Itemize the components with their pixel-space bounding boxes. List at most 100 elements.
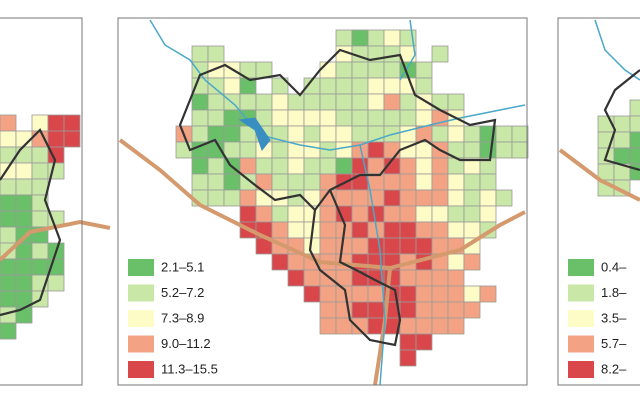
grid-cell (287, 205, 305, 223)
panel-frame (557, 17, 640, 386)
grid-cell (399, 157, 417, 175)
panel-frame (0, 17, 83, 386)
grid-cell (319, 317, 337, 335)
legend-label: 7.3–8.9 (161, 310, 204, 325)
grid-cell (351, 285, 369, 303)
grid-cell (367, 109, 385, 127)
grid-cell (63, 114, 81, 132)
grid-cell (0, 290, 17, 308)
grid-cell (383, 61, 401, 79)
grid-cell (303, 109, 321, 127)
legend-swatch (128, 310, 154, 327)
grid-cell (399, 317, 417, 335)
grid-cell (351, 109, 369, 127)
grid-cell (207, 109, 225, 127)
grid-cell (399, 301, 417, 319)
grid-cell (431, 269, 449, 287)
grid-cell (207, 189, 225, 207)
grid-cell (431, 237, 449, 255)
legend-swatch (128, 335, 154, 353)
grid-cell (191, 109, 209, 127)
grid-cell (415, 141, 433, 159)
grid-cell (207, 77, 225, 95)
grid-cell (303, 285, 321, 303)
grid-cell (223, 109, 241, 127)
grid-cell (207, 173, 225, 191)
grid-cell (31, 242, 49, 260)
grid-cell (271, 109, 289, 127)
grid-cell (431, 173, 449, 191)
grid-cell (223, 141, 241, 159)
grid-cell (271, 253, 289, 271)
grid-cell (223, 189, 241, 207)
grid-cell (0, 322, 17, 340)
grid-cell (271, 93, 289, 111)
grid-cell (463, 253, 481, 271)
grid-cell (351, 221, 369, 239)
grid-cell (15, 178, 33, 196)
river (149, 19, 526, 151)
grid-cell (431, 205, 449, 223)
district-boundary (178, 48, 497, 212)
grid-cell (447, 253, 465, 271)
grid-cell (415, 317, 433, 335)
grid-cell (287, 221, 305, 239)
grid-cell (303, 141, 321, 159)
grid-cell (319, 301, 337, 319)
grid-cell (303, 269, 321, 287)
grid-cell (447, 189, 465, 207)
grid-cell (207, 45, 225, 63)
grid-cell (463, 189, 481, 207)
road (118, 138, 526, 271)
grid-cell (31, 178, 49, 196)
grid-cell (31, 258, 49, 276)
legend-label: 1.8– (601, 285, 627, 300)
grid-cell (47, 130, 65, 148)
grid-cell (431, 45, 449, 63)
grid-cell (351, 93, 369, 111)
grid-cell (271, 157, 289, 175)
grid-cell (383, 237, 401, 255)
river (399, 19, 416, 81)
grid-cell (415, 269, 433, 287)
grid-cell (399, 269, 417, 287)
grid-cell (495, 125, 513, 143)
grid-cell (15, 258, 33, 276)
grid-cell (319, 93, 337, 111)
grid-cell (383, 109, 401, 127)
grid-cell (15, 274, 33, 292)
grid-cell (255, 205, 273, 223)
grid-cell (613, 147, 631, 165)
grid-cell (287, 157, 305, 175)
grid-cell (271, 141, 289, 159)
grid-cell (271, 221, 289, 239)
grid-cell (367, 61, 385, 79)
legend-swatch (568, 361, 594, 378)
grid-cell (383, 269, 401, 287)
grid-cell (415, 221, 433, 239)
grid-cell (207, 93, 225, 111)
grid-cell (191, 45, 209, 63)
grid-cell (239, 205, 257, 223)
grid-cell (463, 301, 481, 319)
grid-cell (351, 77, 369, 95)
grid-cell (239, 141, 257, 159)
grid-cell (47, 114, 65, 132)
grid-cell (629, 131, 640, 149)
grid-cell (335, 141, 353, 159)
grid-cell (367, 141, 385, 159)
grid-cell (629, 115, 640, 133)
grid-cell (303, 157, 321, 175)
grid-cell (415, 189, 433, 207)
grid-cell (613, 115, 631, 133)
legend-swatch (568, 310, 594, 327)
grid-cell (335, 61, 353, 79)
grid-cell (399, 189, 417, 207)
grid-cell (463, 173, 481, 191)
grid-cell (351, 205, 369, 223)
grid-cell (271, 205, 289, 223)
grid-cell (239, 173, 257, 191)
grid-cell (351, 237, 369, 255)
grid-cell (255, 157, 273, 175)
